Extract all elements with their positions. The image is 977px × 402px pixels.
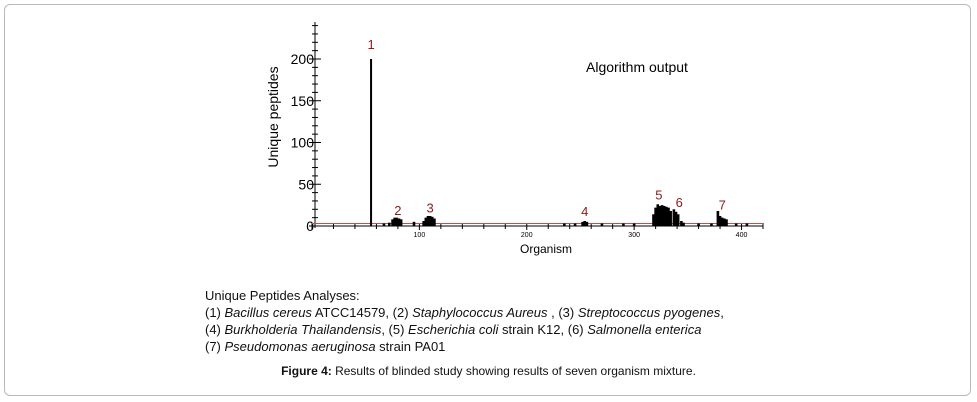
bar: [583, 220, 587, 226]
organism-name: Pseudomonas aeruginosa: [224, 339, 376, 354]
y-tick-label: 100: [291, 135, 315, 151]
bar: [600, 223, 604, 226]
bar: [652, 214, 655, 226]
bar: [622, 223, 625, 226]
bar: [660, 205, 664, 226]
organism-name: Escherichia coli: [408, 322, 499, 337]
bar: [734, 223, 738, 226]
x-tick-label: 200: [521, 232, 533, 239]
bar: [716, 210, 720, 226]
y-tick-label: 150: [291, 93, 315, 109]
peptide-analyses: Unique Peptides Analyses: (1) Bacillus c…: [205, 287, 724, 355]
algorithm-output-annotation: Algorithm output: [586, 59, 688, 75]
analyses-text: , (5): [381, 322, 409, 337]
analyses-line: (1) Bacillus cereus ATCC14579, (2) Staph…: [205, 304, 724, 321]
analyses-heading: Unique Peptides Analyses:: [205, 288, 360, 303]
chart-axes: 0 50 100 150 200 100 200 300 400: [291, 22, 764, 239]
y-tick-label: 0: [306, 218, 314, 234]
bar: [393, 217, 396, 226]
peak-label: 7: [719, 197, 726, 212]
bar: [399, 219, 403, 226]
peak-label: 6: [676, 195, 683, 210]
bar: [573, 223, 577, 226]
analyses-lines: (1) Bacillus cereus ATCC14579, (2) Staph…: [205, 304, 724, 355]
bar: [422, 220, 425, 226]
bar: [430, 216, 434, 226]
peak-label: 5: [655, 187, 662, 202]
bar: [632, 223, 636, 226]
figure-caption: Figure 4: Results of blinded study showi…: [0, 364, 977, 378]
caption-text: Results of blinded study showing results…: [331, 364, 696, 378]
bar: [667, 207, 670, 226]
bar: [426, 215, 430, 226]
bar: [388, 222, 391, 226]
y-tick-label: 50: [298, 176, 314, 192]
bar: [658, 205, 662, 226]
bar: [745, 223, 749, 226]
analyses-text: strain PA01: [375, 339, 446, 354]
analyses-text: strain K12, (6): [498, 322, 588, 337]
figure-frame: [4, 4, 971, 396]
x-tick-label: 100: [414, 232, 426, 239]
bar: [718, 215, 722, 226]
bar: [563, 223, 566, 226]
bar: [662, 205, 666, 226]
bar: [654, 207, 657, 226]
analyses-text: (7): [205, 339, 225, 354]
bar: [581, 221, 584, 226]
analyses-line: (4) Burkholderia Thailandensis, (5) Esch…: [205, 321, 724, 338]
bar: [697, 223, 700, 226]
peak-labels-group: 1 2 3 4 56 7: [367, 37, 725, 219]
bar: [723, 218, 726, 226]
bar: [674, 211, 678, 226]
bar: [725, 219, 728, 226]
peak-label: 3: [427, 201, 434, 216]
chart: 0 50 100 150 200 100 200 300 400 1 2 3 4 56 7 Algorit…: [265, 22, 764, 256]
analyses-text: (4): [205, 322, 225, 337]
bar: [656, 204, 660, 226]
bar: [682, 222, 685, 226]
analyses-text: (1): [205, 305, 225, 320]
bar: [395, 217, 399, 226]
peak-label: 2: [394, 203, 401, 218]
x-axis-label: Organism: [520, 242, 572, 256]
bar: [424, 217, 428, 226]
analyses-text: ATCC14579, (2): [311, 305, 413, 320]
bar: [676, 214, 680, 226]
analyses-text: ,: [720, 305, 724, 320]
caption-label: Figure 4:: [281, 364, 332, 378]
bar: [433, 218, 436, 226]
x-tick-label: 400: [736, 232, 748, 239]
organism-name: Staphylococcus Aureus: [412, 305, 548, 320]
peak-label: 1: [367, 37, 374, 52]
bar: [412, 221, 416, 226]
peak-label: 4: [581, 204, 588, 219]
bar: [665, 206, 668, 226]
bar: [382, 223, 386, 226]
x-tick-label: 300: [628, 232, 640, 239]
bar: [391, 219, 394, 226]
bar: [585, 221, 589, 226]
bar: [720, 217, 724, 226]
organism-name: Bacillus cereus: [224, 305, 312, 320]
bar: [680, 220, 683, 226]
analyses-text: , (3): [547, 305, 578, 320]
bars-group: [370, 59, 749, 226]
bar: [710, 223, 713, 226]
organism-name: Streptococcus pyogenes: [577, 305, 721, 320]
organism-name: Burkholderia Thailandensis: [224, 322, 382, 337]
bar: [672, 209, 676, 226]
organism-name: Salmonella enterica: [587, 322, 702, 337]
bar: [397, 218, 401, 226]
analyses-line: (7) Pseudomonas aeruginosa strain PA01: [205, 338, 724, 355]
bar: [669, 210, 672, 226]
y-tick-label: 200: [291, 51, 315, 67]
bar: [428, 215, 432, 226]
bar: [370, 59, 373, 226]
y-axis-label: Unique peptides: [265, 66, 281, 167]
